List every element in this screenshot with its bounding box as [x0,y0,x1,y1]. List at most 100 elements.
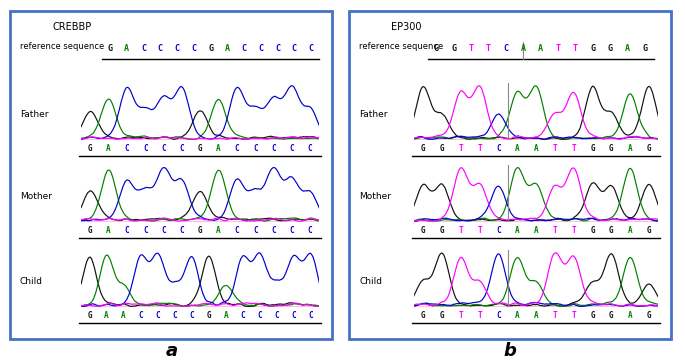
Text: C: C [191,44,197,53]
Text: C: C [155,311,160,320]
Text: T: T [573,44,578,53]
Text: EP300: EP300 [391,23,422,32]
Text: C: C [271,144,276,153]
Text: C: C [234,144,239,153]
Text: A: A [628,226,632,235]
Text: G: G [421,311,425,320]
Text: A: A [124,44,129,53]
Text: A: A [515,311,519,320]
Text: T: T [571,144,576,153]
Text: G: G [590,226,595,235]
Text: Child: Child [20,277,43,286]
Text: T: T [553,311,557,320]
Text: A: A [534,226,538,235]
Text: T: T [553,226,557,235]
Text: G: G [608,44,612,53]
Text: G: G [421,226,425,235]
Text: C: C [125,144,129,153]
Text: G: G [609,226,614,235]
Text: A: A [534,311,538,320]
Text: C: C [173,311,177,320]
Text: C: C [496,311,501,320]
Text: A: A [628,144,632,153]
Text: T: T [556,44,560,53]
Text: T: T [553,144,557,153]
Text: C: C [234,226,239,235]
Text: G: G [609,144,614,153]
Text: T: T [477,311,482,320]
Text: G: G [647,144,651,153]
Text: G: G [206,311,211,320]
Text: G: G [647,311,651,320]
Text: G: G [643,44,647,53]
Text: G: G [609,311,614,320]
Text: G: G [208,44,213,53]
Text: G: G [451,44,456,53]
Text: A: A [521,44,525,53]
Text: G: G [434,44,439,53]
Text: C: C [271,226,276,235]
Text: CREBBP: CREBBP [52,23,91,32]
Text: Child: Child [359,277,382,286]
Text: C: C [158,44,163,53]
Text: G: G [440,311,445,320]
Text: C: C [143,226,147,235]
Text: T: T [477,226,482,235]
Text: T: T [571,311,576,320]
Text: T: T [458,311,463,320]
Text: G: G [88,226,92,235]
Text: Father: Father [20,110,49,119]
Text: C: C [290,226,294,235]
Text: A: A [515,226,519,235]
Text: C: C [179,226,184,235]
Text: b: b [504,342,516,360]
Text: G: G [440,144,445,153]
Text: A: A [538,44,543,53]
Text: C: C [308,144,312,153]
Text: C: C [496,226,501,235]
Text: C: C [161,144,166,153]
Text: Mother: Mother [359,192,391,201]
Text: C: C [308,44,314,53]
Text: G: G [88,144,92,153]
Text: C: C [190,311,194,320]
Text: reference sequence: reference sequence [359,42,443,51]
Text: A: A [225,44,229,53]
Text: C: C [503,44,508,53]
Text: C: C [308,226,312,235]
Text: T: T [458,144,463,153]
Text: G: G [421,144,425,153]
Text: A: A [106,144,111,153]
Text: Mother: Mother [20,192,52,201]
Text: G: G [108,44,112,53]
FancyBboxPatch shape [10,11,332,339]
Text: A: A [625,44,630,53]
Text: C: C [138,311,143,320]
Text: G: G [440,226,445,235]
Text: C: C [253,226,258,235]
Text: G: G [590,311,595,320]
Text: G: G [590,144,595,153]
Text: C: C [143,144,147,153]
Text: G: G [198,226,203,235]
Text: T: T [486,44,491,53]
Text: C: C [253,144,258,153]
Text: C: C [258,311,262,320]
Text: C: C [141,44,146,53]
Text: T: T [477,144,482,153]
Text: Father: Father [359,110,388,119]
Text: A: A [223,311,228,320]
Text: G: G [590,44,595,53]
FancyBboxPatch shape [349,11,671,339]
Text: A: A [106,226,111,235]
Text: G: G [647,226,651,235]
Text: A: A [121,311,126,320]
Text: C: C [161,226,166,235]
Text: C: C [258,44,263,53]
Text: C: C [290,144,294,153]
Text: C: C [240,311,245,320]
Text: G: G [87,311,92,320]
Text: C: C [308,311,313,320]
Text: T: T [469,44,473,53]
Text: reference sequence: reference sequence [20,42,104,51]
